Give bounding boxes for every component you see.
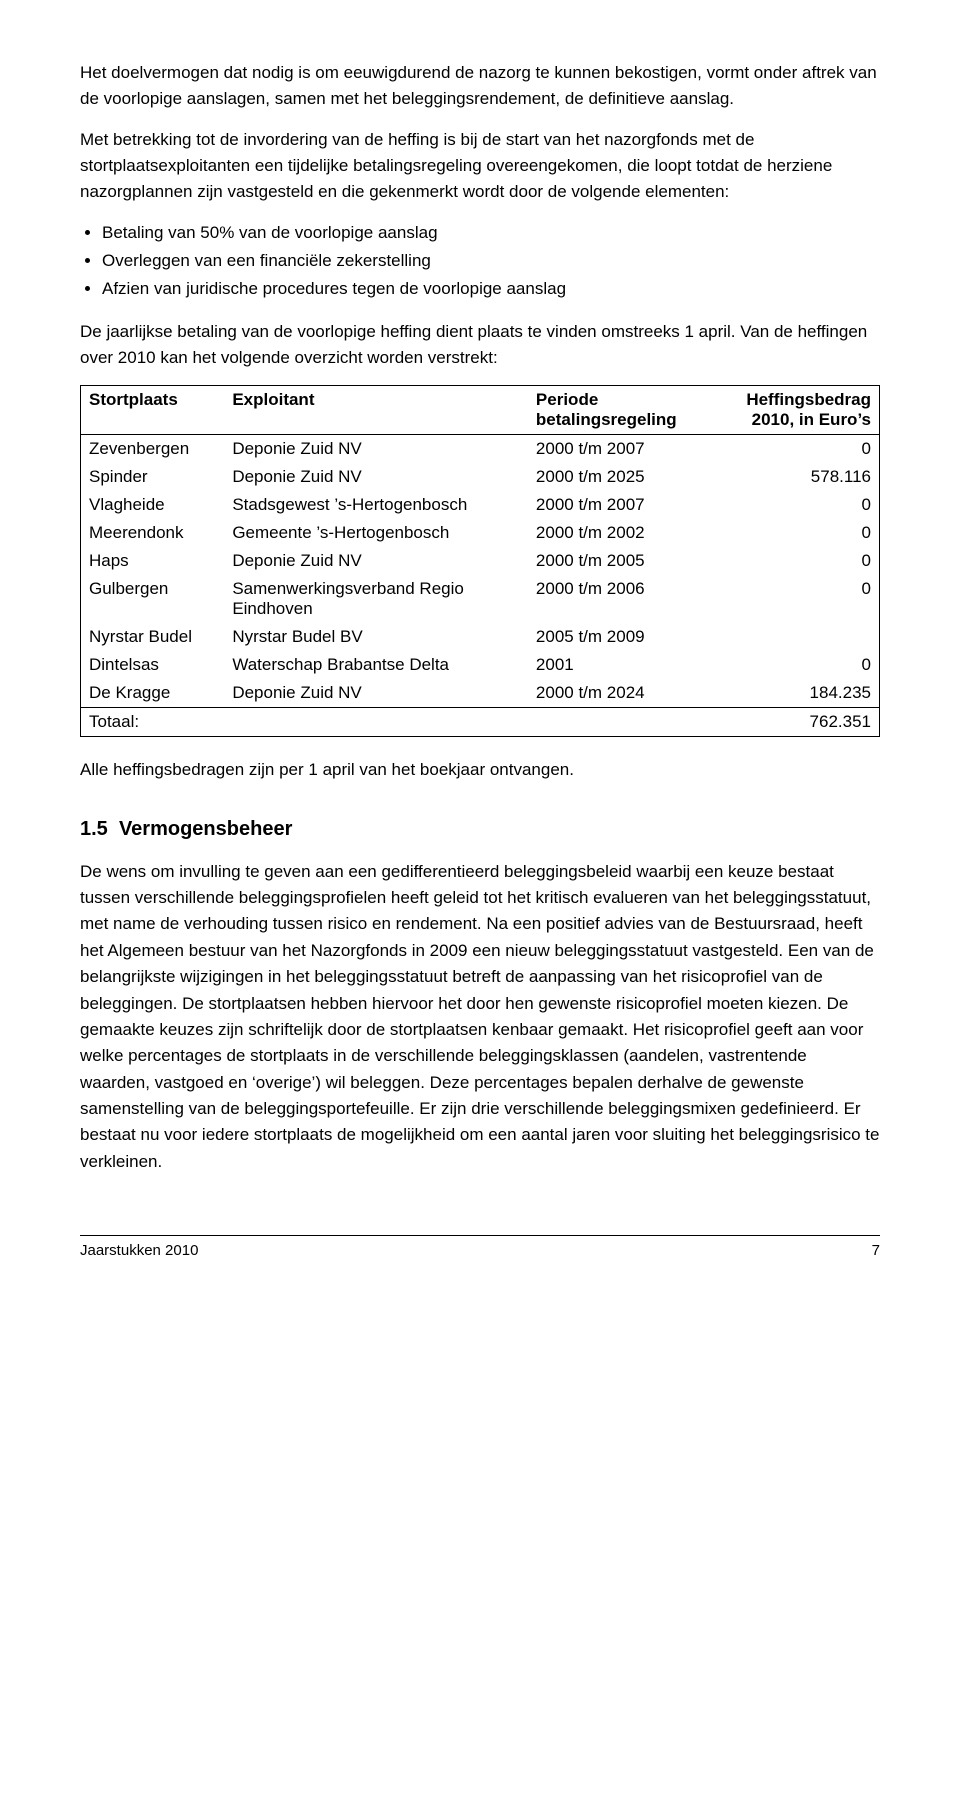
table-row: DintelsasWaterschap Brabantse Delta20010 xyxy=(81,651,880,679)
table-cell: 2000 t/m 2024 xyxy=(528,679,720,708)
paragraph-intro-1: Het doelvermogen dat nodig is om eeuwigd… xyxy=(80,60,880,113)
table-cell: Samenwerkingsverband Regio Eindhoven xyxy=(224,575,528,623)
heffingen-table: Stortplaats Exploitant Periode Heffingsb… xyxy=(80,385,880,737)
table-row: SpinderDeponie Zuid NV2000 t/m 2025578.1… xyxy=(81,463,880,491)
table-cell: Dintelsas xyxy=(81,651,225,679)
table-cell: 2000 t/m 2007 xyxy=(528,435,720,464)
section-number: 1.5 xyxy=(80,818,108,840)
table-cell xyxy=(720,623,880,651)
page-footer: Jaarstukken 2010 7 xyxy=(80,1235,880,1259)
section-title: Vermogensbeheer xyxy=(119,818,292,840)
table-cell: Meerendonk xyxy=(81,519,225,547)
table-row: MeerendonkGemeente ’s-Hertogenbosch2000 … xyxy=(81,519,880,547)
table-row: Nyrstar BudelNyrstar Budel BV2005 t/m 20… xyxy=(81,623,880,651)
table-row: De KraggeDeponie Zuid NV2000 t/m 2024184… xyxy=(81,679,880,708)
table-cell: Deponie Zuid NV xyxy=(224,679,528,708)
paragraph-after-list: De jaarlijkse betaling van de voorlopige… xyxy=(80,319,880,372)
table-cell: 2000 t/m 2006 xyxy=(528,575,720,623)
table-total-value: 762.351 xyxy=(720,708,880,737)
table-body: ZevenbergenDeponie Zuid NV2000 t/m 20070… xyxy=(81,435,880,708)
table-cell: Nyrstar Budel xyxy=(81,623,225,651)
section-body: De wens om invulling te geven aan een ge… xyxy=(80,859,880,1175)
list-item: Afzien van juridische procedures tegen d… xyxy=(102,276,880,304)
list-item: Betaling van 50% van de voorlopige aansl… xyxy=(102,220,880,248)
table-row: VlagheideStadsgewest ’s-Hertogenbosch200… xyxy=(81,491,880,519)
table-cell: 2000 t/m 2007 xyxy=(528,491,720,519)
list-item: Overleggen van een financiële zekerstell… xyxy=(102,248,880,276)
table-subheader-betalingsregeling: betalingsregeling xyxy=(528,410,720,435)
table-cell: 0 xyxy=(720,575,880,623)
table-cell: 0 xyxy=(720,491,880,519)
table-cell: Spinder xyxy=(81,463,225,491)
table-cell: Zevenbergen xyxy=(81,435,225,464)
table-cell: Haps xyxy=(81,547,225,575)
footer-page-number: 7 xyxy=(872,1242,880,1259)
table-cell: 184.235 xyxy=(720,679,880,708)
table-subheader-euro: 2010, in Euro’s xyxy=(720,410,880,435)
table-subheader-row: betalingsregeling 2010, in Euro’s xyxy=(81,410,880,435)
table-cell: 2000 t/m 2005 xyxy=(528,547,720,575)
table-header-heffingsbedrag: Heffingsbedrag xyxy=(720,386,880,411)
table-header-periode: Periode xyxy=(528,386,720,411)
table-cell: 0 xyxy=(720,435,880,464)
table-cell: Deponie Zuid NV xyxy=(224,547,528,575)
section-heading: 1.5 Vermogensbeheer xyxy=(80,818,880,841)
element-list: Betaling van 50% van de voorlopige aansl… xyxy=(80,220,880,305)
paragraph-after-table: Alle heffingsbedragen zijn per 1 april v… xyxy=(80,757,880,783)
table-cell: 2005 t/m 2009 xyxy=(528,623,720,651)
table-cell: 2000 t/m 2025 xyxy=(528,463,720,491)
table-subheader-empty xyxy=(224,410,528,435)
table-cell: Gemeente ’s-Hertogenbosch xyxy=(224,519,528,547)
table-header-row: Stortplaats Exploitant Periode Heffingsb… xyxy=(81,386,880,411)
table-header-exploitant: Exploitant xyxy=(224,386,528,411)
table-cell: Deponie Zuid NV xyxy=(224,463,528,491)
table-cell: 2001 xyxy=(528,651,720,679)
page-content: Het doelvermogen dat nodig is om eeuwigd… xyxy=(0,0,960,1299)
table-total-label: Totaal: xyxy=(81,708,225,737)
table-cell: 2000 t/m 2002 xyxy=(528,519,720,547)
paragraph-intro-2: Met betrekking tot de invordering van de… xyxy=(80,127,880,206)
table-total-row: Totaal: 762.351 xyxy=(81,708,880,737)
table-row: HapsDeponie Zuid NV2000 t/m 20050 xyxy=(81,547,880,575)
table-cell: 0 xyxy=(720,651,880,679)
table-subheader-empty xyxy=(81,410,225,435)
table-row: GulbergenSamenwerkingsverband Regio Eind… xyxy=(81,575,880,623)
footer-left: Jaarstukken 2010 xyxy=(80,1242,198,1259)
table-cell: 578.116 xyxy=(720,463,880,491)
table-cell: Waterschap Brabantse Delta xyxy=(224,651,528,679)
table-cell: 0 xyxy=(720,547,880,575)
table-cell: Gulbergen xyxy=(81,575,225,623)
table-header-stortplaats: Stortplaats xyxy=(81,386,225,411)
table-cell: Nyrstar Budel BV xyxy=(224,623,528,651)
table-cell: Stadsgewest ’s-Hertogenbosch xyxy=(224,491,528,519)
table-cell: Deponie Zuid NV xyxy=(224,435,528,464)
table-cell: De Kragge xyxy=(81,679,225,708)
table-row: ZevenbergenDeponie Zuid NV2000 t/m 20070 xyxy=(81,435,880,464)
table-cell: 0 xyxy=(720,519,880,547)
table-cell: Vlagheide xyxy=(81,491,225,519)
